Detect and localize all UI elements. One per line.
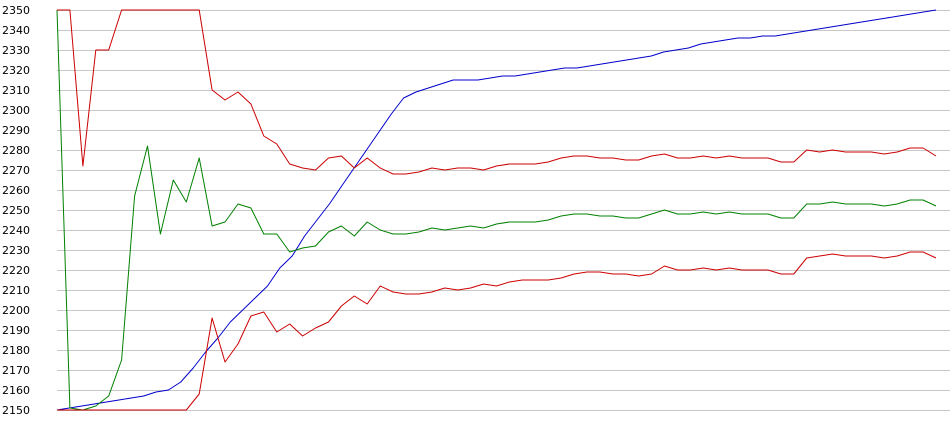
series-line-1 [56, 9, 937, 411]
y-tick-label: 2210 [2, 284, 30, 297]
y-tick-label: 2300 [2, 104, 30, 117]
y-tick-label: 2260 [2, 184, 30, 197]
y-tick-label: 2270 [2, 164, 30, 177]
y-tick-label: 2170 [2, 364, 30, 377]
y-tick-label: 2160 [2, 384, 30, 397]
y-tick-label: 2200 [2, 304, 30, 317]
y-tick-label: 2280 [2, 144, 30, 157]
y-tick-label: 2150 [2, 404, 30, 417]
y-axis-tick-labels: 2150 2160 2170 2180 2190 2200 2210 2220 2230 2240… [2, 4, 30, 417]
y-tick-label: 2310 [2, 84, 30, 97]
y-tick-label: 2350 [2, 4, 30, 17]
y-tick-label: 2340 [2, 24, 30, 37]
series-line-3 [57, 9, 937, 175]
y-tick-label: 2180 [2, 344, 30, 357]
series-line-2 [56, 9, 937, 411]
y-tick-label: 2330 [2, 44, 30, 57]
gridlines [57, 10, 950, 411]
y-tick-label: 2250 [2, 204, 30, 217]
y-tick-label: 2290 [2, 124, 30, 137]
series-lines [56, 9, 937, 411]
y-tick-label: 2230 [2, 244, 30, 257]
y-tick-label: 2190 [2, 324, 30, 337]
y-tick-label: 2240 [2, 224, 30, 237]
series-line-4 [57, 251, 937, 411]
y-tick-label: 2320 [2, 64, 30, 77]
y-tick-label: 2220 [2, 264, 30, 277]
